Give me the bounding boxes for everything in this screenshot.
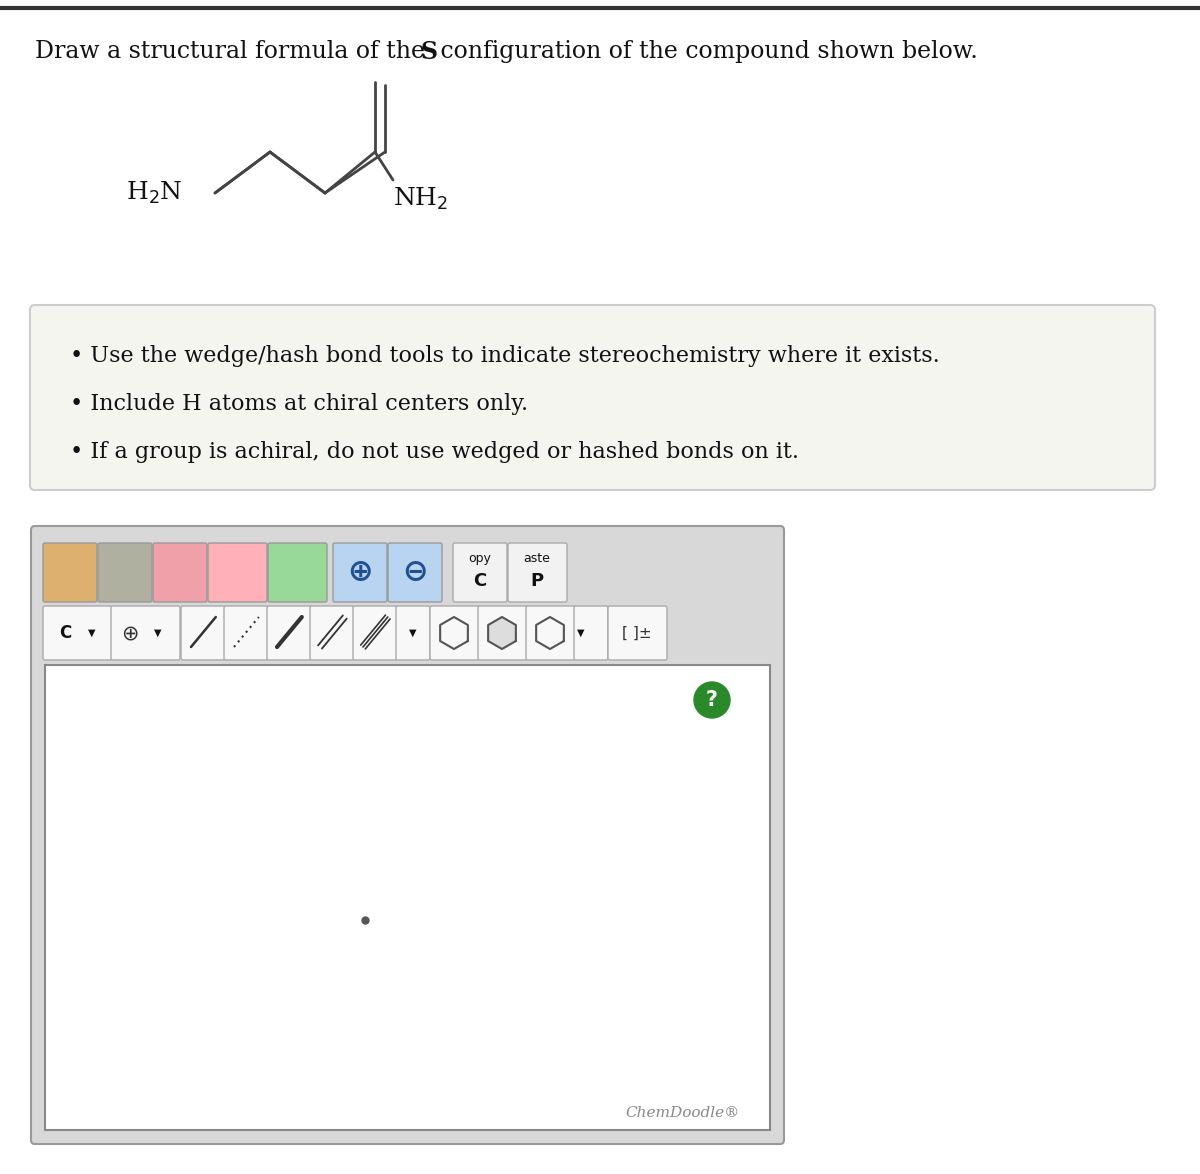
Text: opy: opy (468, 552, 492, 565)
Text: ⊕: ⊕ (121, 623, 139, 643)
Text: • Include H atoms at chiral centers only.: • Include H atoms at chiral centers only… (70, 393, 528, 414)
FancyBboxPatch shape (98, 544, 152, 602)
FancyBboxPatch shape (31, 526, 784, 1143)
FancyBboxPatch shape (43, 544, 97, 602)
FancyBboxPatch shape (388, 544, 442, 602)
Text: C: C (473, 572, 487, 589)
Text: ▼: ▼ (577, 628, 584, 637)
FancyBboxPatch shape (430, 606, 479, 660)
Text: ⊖: ⊖ (402, 558, 427, 587)
FancyBboxPatch shape (508, 544, 568, 602)
Text: S: S (420, 40, 437, 65)
FancyBboxPatch shape (181, 606, 226, 660)
Circle shape (694, 682, 730, 718)
FancyBboxPatch shape (266, 606, 311, 660)
Text: [ ]±: [ ]± (622, 626, 652, 641)
FancyBboxPatch shape (574, 606, 608, 660)
FancyBboxPatch shape (526, 606, 575, 660)
Text: ⊕: ⊕ (347, 558, 373, 587)
FancyBboxPatch shape (30, 305, 1154, 490)
FancyBboxPatch shape (396, 606, 430, 660)
FancyBboxPatch shape (334, 544, 386, 602)
Text: ChemDoodle®: ChemDoodle® (625, 1106, 740, 1120)
Text: • If a group is achiral, do not use wedged or hashed bonds on it.: • If a group is achiral, do not use wedg… (70, 441, 799, 463)
FancyBboxPatch shape (112, 606, 180, 660)
Text: • Use the wedge/hash bond tools to indicate stereochemistry where it exists.: • Use the wedge/hash bond tools to indic… (70, 345, 940, 367)
Text: ?: ? (706, 690, 718, 710)
Polygon shape (488, 618, 516, 649)
FancyBboxPatch shape (454, 544, 508, 602)
Text: ▼: ▼ (155, 628, 162, 637)
FancyBboxPatch shape (43, 606, 112, 660)
Text: ▼: ▼ (89, 628, 96, 637)
FancyBboxPatch shape (353, 606, 397, 660)
Text: ▼: ▼ (409, 628, 416, 637)
Text: Draw a structural formula of the: Draw a structural formula of the (35, 40, 432, 63)
Text: H$_2$N: H$_2$N (126, 180, 182, 207)
Text: configuration of the compound shown below.: configuration of the compound shown belo… (433, 40, 978, 63)
FancyBboxPatch shape (268, 544, 326, 602)
Text: C: C (59, 625, 71, 642)
FancyBboxPatch shape (608, 606, 667, 660)
FancyBboxPatch shape (224, 606, 268, 660)
FancyBboxPatch shape (478, 606, 527, 660)
Text: NH$_2$: NH$_2$ (394, 185, 449, 212)
Bar (46, 664, 770, 1131)
FancyBboxPatch shape (310, 606, 354, 660)
Text: aste: aste (523, 552, 551, 565)
FancyBboxPatch shape (208, 544, 266, 602)
FancyBboxPatch shape (154, 544, 208, 602)
Text: P: P (530, 572, 544, 589)
